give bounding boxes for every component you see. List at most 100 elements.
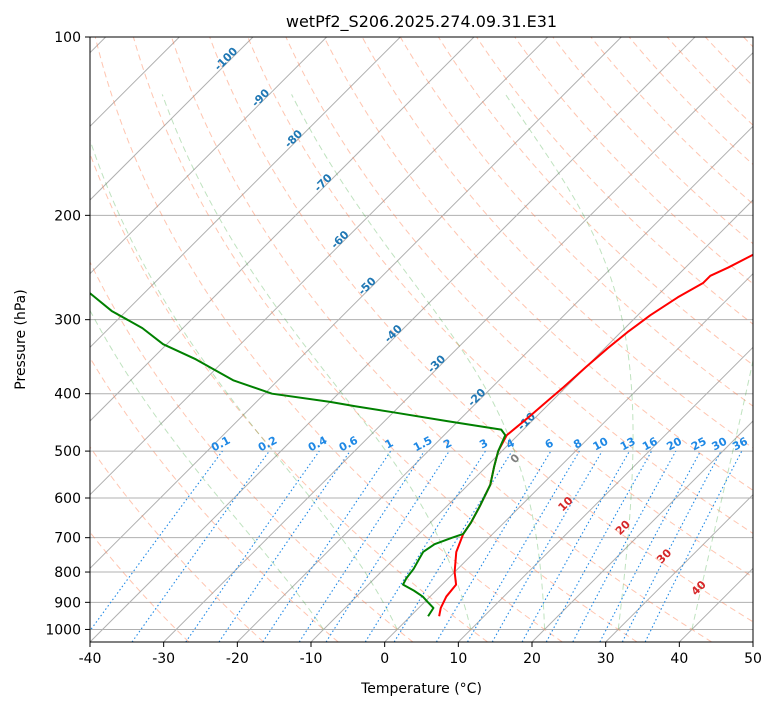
isotherm-line xyxy=(457,346,753,642)
mixing-ratio-line xyxy=(435,450,552,642)
mixing-ratio-line xyxy=(364,450,486,642)
isotherm-line xyxy=(90,37,401,349)
dry-adiabat-line xyxy=(171,37,713,642)
isotherm-label: -10 xyxy=(515,410,538,433)
dry-adiabat-line xyxy=(704,37,753,87)
dewpoint-profile-line xyxy=(90,291,507,617)
y-tick-label: 300 xyxy=(54,313,81,329)
dry-adiabat-line xyxy=(399,37,753,407)
y-tick-label: 900 xyxy=(54,595,81,611)
isotherm-line xyxy=(90,37,696,642)
dry-adiabat-line xyxy=(514,37,753,285)
isotherm-line xyxy=(531,420,753,642)
y-tick-label: 200 xyxy=(54,208,81,224)
isotherm-line xyxy=(90,37,475,422)
mixing-ratio-line xyxy=(185,450,320,642)
isotherm-line xyxy=(384,272,753,642)
isotherm-label: -30 xyxy=(425,352,448,375)
moist-adiabat-line xyxy=(505,94,634,630)
y-tick-label: 700 xyxy=(54,531,81,547)
y-tick-label: 500 xyxy=(54,444,81,460)
mixing-ratio-label: 25 xyxy=(689,435,709,454)
dry-adiabat-line xyxy=(438,37,753,366)
mixing-ratio-line xyxy=(218,450,351,642)
mixing-ratio-label: 16 xyxy=(640,435,660,454)
x-tick-label: -20 xyxy=(226,651,249,667)
mixing-ratio-line xyxy=(90,450,223,632)
x-axis-label: Temperature (°C) xyxy=(360,681,482,697)
isotherm-label: -20 xyxy=(465,386,488,409)
mixing-ratio-line xyxy=(131,450,270,642)
mixing-ratio-label: 36 xyxy=(730,435,750,454)
isotherm-label: -60 xyxy=(328,228,351,251)
mixing-ratio-label: 30 xyxy=(710,435,730,454)
dry-adiabat-line xyxy=(132,37,638,642)
moist-adiabat-label: 30 xyxy=(654,546,674,566)
dry-adiabat-line xyxy=(90,260,414,642)
isotherm-line xyxy=(163,51,753,642)
mixing-ratio-label: 20 xyxy=(664,435,684,454)
mixing-ratio-line xyxy=(467,450,580,642)
isotherm-label: -100 xyxy=(212,44,241,73)
y-tick-label: 400 xyxy=(54,387,81,403)
mixing-ratio-label: 6 xyxy=(543,436,556,451)
moist-adiabat-line xyxy=(90,309,324,630)
isotherm-label: -90 xyxy=(249,86,272,109)
mixing-ratio-line xyxy=(599,450,702,642)
isotherm-label: -40 xyxy=(382,322,405,345)
mixing-ratio-line xyxy=(393,450,513,642)
y-tick-label: 100 xyxy=(54,30,81,46)
x-tick-label: -10 xyxy=(300,651,323,667)
moist-adiabat-line xyxy=(691,358,753,630)
mixing-ratio-label: 13 xyxy=(618,435,638,454)
dry-adiabat-line xyxy=(90,356,339,642)
moist-adiabat-label: 10 xyxy=(556,494,576,514)
isotherm-label: -80 xyxy=(282,127,305,150)
x-tick-label: -30 xyxy=(152,651,175,667)
x-tick-label: 30 xyxy=(597,651,615,667)
dry-adiabat-line xyxy=(90,446,264,642)
mixing-ratio-line xyxy=(325,450,450,642)
dry-adiabat-line xyxy=(476,37,753,325)
isotherm-line xyxy=(90,37,328,275)
mixing-ratio-label: 10 xyxy=(591,435,611,454)
x-tick-label: 50 xyxy=(744,651,762,667)
chart-title: wetPf2_S206.2025.274.09.31.E31 xyxy=(286,12,557,32)
plot-frame xyxy=(89,36,754,643)
moist-adiabat-line xyxy=(161,94,472,630)
x-tick-label: 20 xyxy=(523,651,541,667)
dry-adiabat-line xyxy=(94,37,563,642)
dry-adiabat-line xyxy=(323,37,753,491)
y-tick-label: 600 xyxy=(54,491,81,507)
mixing-ratio-line xyxy=(491,450,603,642)
mixing-ratio-line xyxy=(545,450,653,642)
dry-adiabat-line xyxy=(209,37,753,623)
y-tick-label: 800 xyxy=(54,565,81,581)
isotherm-label: -50 xyxy=(356,274,379,297)
isotherm-line xyxy=(236,125,753,642)
dry-adiabat-line xyxy=(247,37,753,578)
dry-adiabat-line xyxy=(666,37,753,126)
x-tick-label: -40 xyxy=(79,651,102,667)
moist-adiabat-label: 0 xyxy=(508,451,523,466)
isotherm-line xyxy=(310,199,753,642)
y-axis-label: Pressure (hPa) xyxy=(13,289,29,389)
mixing-ratio-line xyxy=(572,450,677,642)
mixing-ratio-label: 3 xyxy=(477,436,490,451)
isotherm-line xyxy=(90,37,549,496)
dry-adiabat-line xyxy=(628,37,753,166)
isotherm-line xyxy=(605,493,753,642)
mixing-ratio-line xyxy=(521,450,630,642)
x-tick-label: 40 xyxy=(670,651,688,667)
moist-adiabat-line xyxy=(90,138,398,630)
x-tick-label: 10 xyxy=(449,651,467,667)
isotherm-line xyxy=(678,567,753,642)
mixing-ratio-line xyxy=(262,450,392,642)
temperature-profile-line xyxy=(438,253,753,617)
mixing-ratio-label: 2 xyxy=(441,436,454,451)
isotherm-line xyxy=(752,641,753,642)
moist-adiabat-line xyxy=(291,94,546,630)
dry-adiabat-line xyxy=(743,37,753,48)
isotherm-line xyxy=(90,37,254,201)
